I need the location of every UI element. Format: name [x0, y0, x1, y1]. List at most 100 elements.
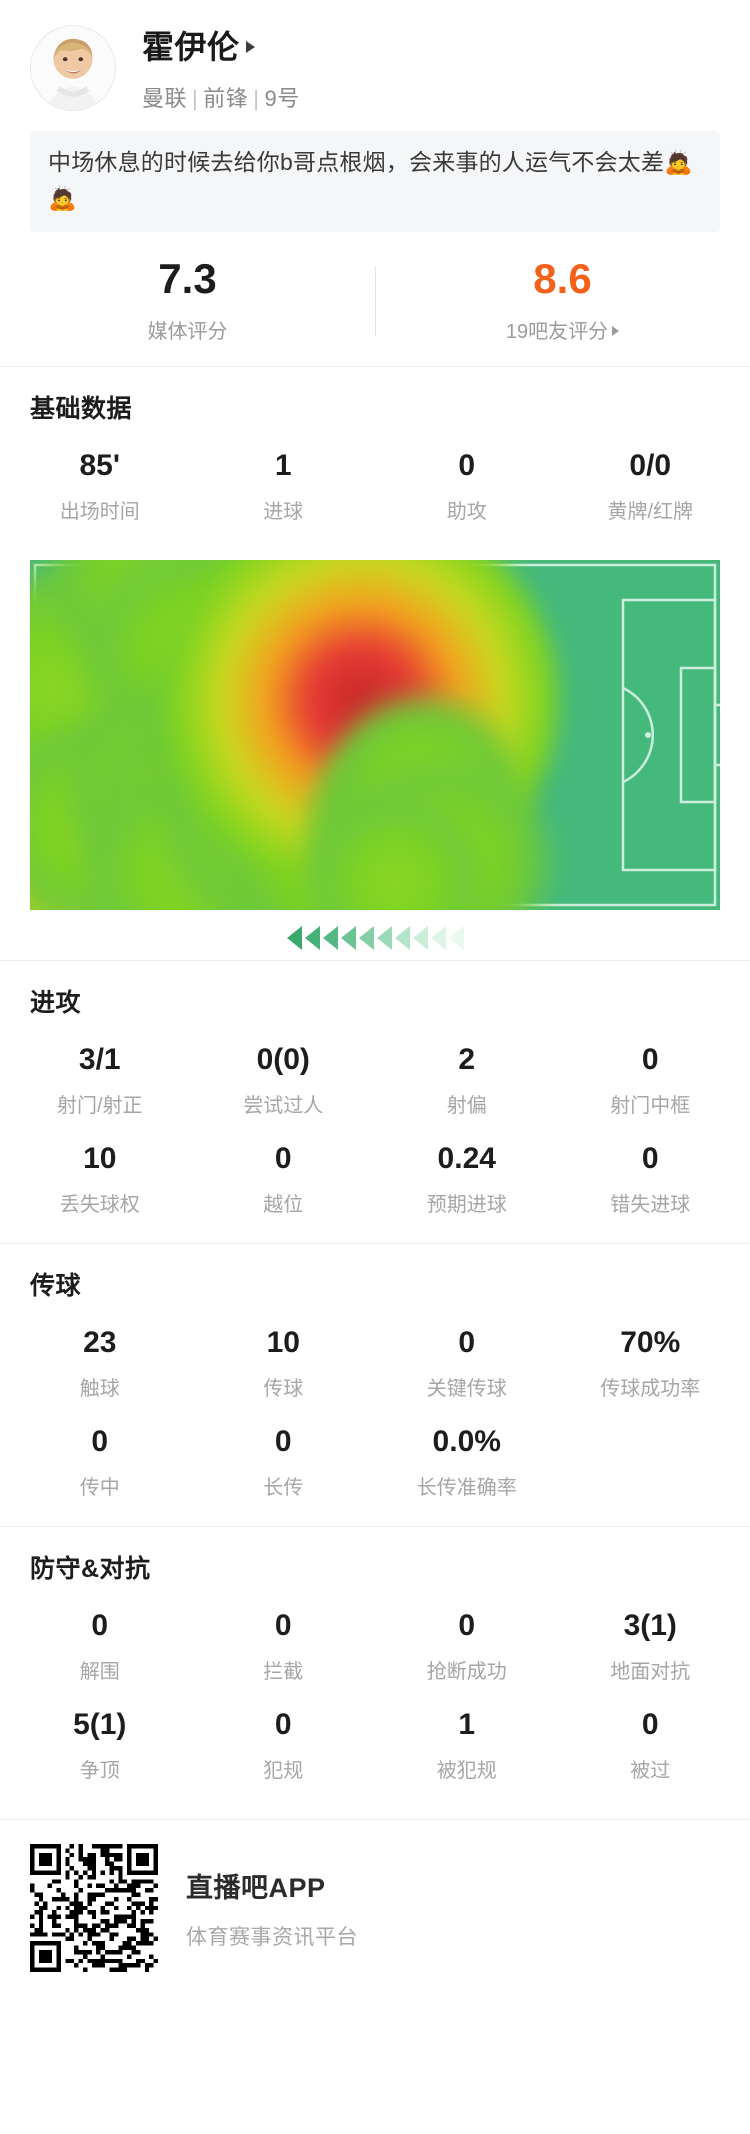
stat-cell: 0 犯规 — [192, 1696, 376, 1795]
qr-code-icon[interactable] — [30, 1844, 158, 1973]
comment-emoji: 🙇🙇 — [48, 149, 694, 211]
stat-label: 射门/射正 — [56, 1095, 143, 1118]
stat-label: 射偏 — [446, 1095, 487, 1118]
stat-cell: 0.24 预期进球 — [375, 1130, 559, 1229]
stat-value: 1 — [458, 1708, 476, 1742]
stat-grid-basic: 85' 出场时间 1 进球 0 助攻 0/0 黄牌/红牌 — [0, 431, 750, 550]
stat-label: 犯规 — [263, 1760, 304, 1783]
stat-label: 争顶 — [79, 1760, 120, 1783]
stat-value: 10 — [266, 1326, 300, 1360]
stat-value: 0/0 — [629, 449, 672, 483]
rating-fans[interactable]: 8.6 19吧友评分 — [375, 258, 750, 344]
stat-label: 传球 — [263, 1378, 304, 1401]
stat-value: 3(1) — [623, 1609, 677, 1643]
stat-value: 0 — [458, 449, 476, 483]
stat-label: 越位 — [263, 1194, 304, 1217]
stat-label: 黄牌/红牌 — [607, 501, 694, 524]
chevron-left-icon — [304, 926, 320, 951]
stat-label: 丢失球权 — [59, 1194, 140, 1217]
stat-cell: 0/0 黄牌/红牌 — [559, 437, 743, 536]
stat-label: 错失进球 — [610, 1194, 691, 1217]
stat-grid-passing: 23 触球 10 传球 0 关键传球 70% 传球成功率 0 传中 0 长传 0… — [0, 1308, 750, 1526]
stat-cell: 2 射偏 — [375, 1031, 559, 1130]
stat-cell: 0 射门中框 — [559, 1031, 743, 1130]
direction-arrows — [30, 910, 720, 960]
chevron-left-icon — [394, 926, 410, 951]
stat-value: 23 — [83, 1326, 117, 1360]
footer-tagline: 体育赛事资讯平台 — [186, 1925, 358, 1949]
player-shirt-number: 9号 — [264, 86, 300, 111]
divider — [0, 366, 750, 368]
stat-value: 0.0% — [432, 1425, 501, 1459]
avatar[interactable] — [30, 24, 116, 111]
rating-media: 7.3 媒体评分 — [0, 258, 375, 344]
stat-value: 5(1) — [73, 1708, 127, 1742]
rating-fans-label[interactable]: 19吧友评分 — [506, 315, 620, 344]
triangle-right-icon[interactable] — [245, 41, 255, 53]
ratings-row: 7.3 媒体评分 8.6 19吧友评分 — [0, 232, 750, 366]
stat-value: 1 — [274, 449, 292, 483]
footer-text: 直播吧APP 体育赛事资讯平台 — [186, 1866, 358, 1951]
stat-cell: 0(0) 尝试过人 — [192, 1031, 376, 1130]
stat-label: 关键传球 — [426, 1378, 507, 1401]
section-title-defense: 防守&对抗 — [30, 1555, 151, 1584]
rating-media-label-text: 媒体评分 — [147, 321, 228, 344]
stat-cell: 3(1) 地面对抗 — [559, 1597, 743, 1696]
section-title-basic: 基础数据 — [30, 395, 133, 424]
player-header: 霍伊伦 曼联 | 前锋 | 9号 — [0, 0, 750, 127]
divider — [0, 1526, 750, 1528]
stat-value: 0 — [274, 1609, 292, 1643]
stat-label: 被过 — [630, 1760, 671, 1783]
rating-fans-value: 8.6 — [533, 255, 592, 303]
stat-cell: 0 助攻 — [375, 437, 559, 536]
footer-app-name: 直播吧APP — [186, 1872, 326, 1903]
stat-label: 助攻 — [446, 501, 487, 524]
divider — [0, 1243, 750, 1245]
meta-separator-2: | — [253, 86, 260, 111]
stat-label: 被犯规 — [436, 1760, 497, 1783]
stat-cell: 23 触球 — [8, 1314, 192, 1413]
stat-cell: 85' 出场时间 — [8, 437, 192, 536]
stat-label: 传球成功率 — [600, 1378, 701, 1401]
stat-value: 85' — [79, 449, 120, 483]
stat-label: 射门中框 — [610, 1095, 691, 1118]
stat-cell: 0.0% 长传准确率 — [375, 1413, 559, 1512]
stat-label: 尝试过人 — [243, 1095, 324, 1118]
rating-media-value: 7.3 — [158, 255, 217, 303]
heatmap-section — [0, 550, 750, 960]
stat-cell: 5(1) 争顶 — [8, 1696, 192, 1795]
stat-cell-empty — [559, 1413, 743, 1512]
page-title: 霍伊伦 — [142, 29, 240, 65]
stat-cell: 0 解围 — [8, 1597, 192, 1696]
triangle-right-icon[interactable] — [612, 325, 620, 336]
section-title-attack: 进攻 — [30, 989, 82, 1018]
stat-value: 0 — [458, 1609, 476, 1643]
player-team: 曼联 — [142, 86, 188, 111]
stat-grid-defense: 0 解围 0 拦截 0 抢断成功 3(1) 地面对抗 5(1) 争顶 0 犯规 … — [0, 1591, 750, 1809]
comment-bubble[interactable]: 中场休息的时候去给你b哥点根烟，会来事的人运气不会太差🙇🙇 — [30, 131, 720, 233]
chevron-left-icon — [430, 926, 446, 951]
stat-label: 预期进球 — [426, 1194, 507, 1217]
chevron-left-icon — [376, 926, 392, 951]
stat-value: 70% — [620, 1326, 681, 1360]
chevron-left-icon — [358, 926, 374, 951]
stat-cell: 10 丢失球权 — [8, 1130, 192, 1229]
stat-label: 进球 — [263, 501, 304, 524]
stat-cell: 0 长传 — [192, 1413, 376, 1512]
stat-value: 2 — [458, 1043, 476, 1077]
stat-label: 传中 — [79, 1477, 120, 1500]
player-name-row[interactable]: 霍伊伦 — [142, 22, 300, 68]
stat-label: 出场时间 — [59, 501, 140, 524]
stat-label: 地面对抗 — [610, 1661, 691, 1684]
stat-cell: 0 关键传球 — [375, 1314, 559, 1413]
stat-cell: 0 被过 — [559, 1696, 743, 1795]
stat-value: 0 — [91, 1609, 109, 1643]
stat-value: 0 — [274, 1708, 292, 1742]
stat-value: 0.24 — [437, 1142, 496, 1176]
heatmap-pitch[interactable] — [30, 560, 720, 911]
stat-cell: 0 越位 — [192, 1130, 376, 1229]
stat-grid-attack: 3/1 射门/射正 0(0) 尝试过人 2 射偏 0 射门中框 10 丢失球权 … — [0, 1025, 750, 1243]
stat-label: 长传 — [263, 1477, 304, 1500]
stat-value: 3/1 — [78, 1043, 121, 1077]
chevron-left-icon — [340, 926, 356, 951]
